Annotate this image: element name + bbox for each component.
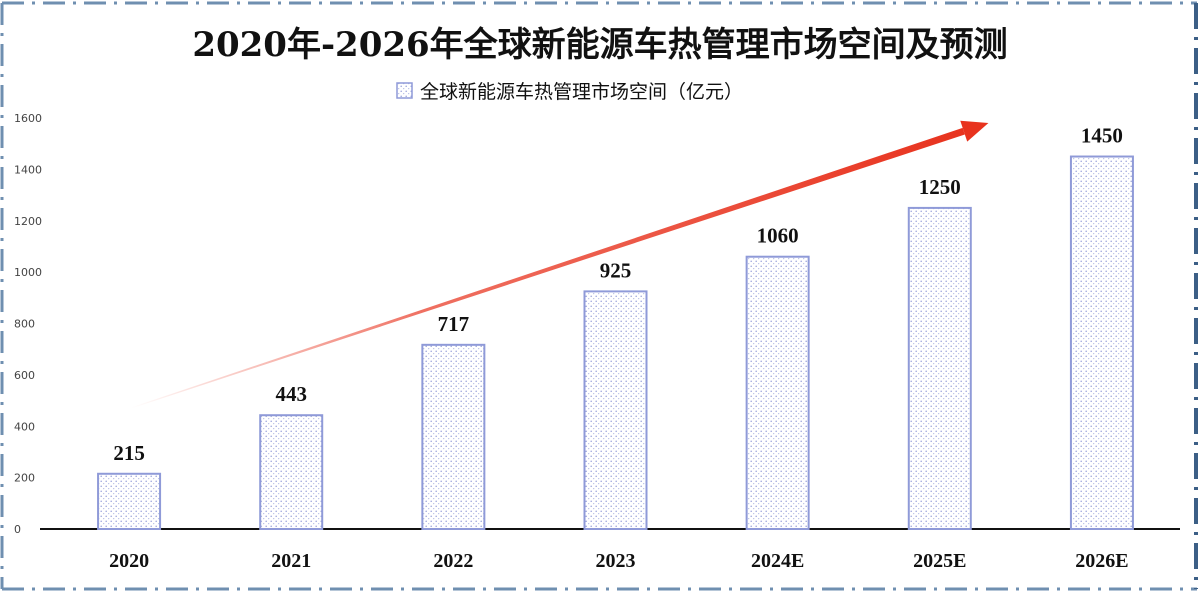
legend-swatch xyxy=(396,82,413,99)
x-tick-label: 2020 xyxy=(109,550,149,572)
bar-value-label: 443 xyxy=(275,382,307,406)
y-tick-label: 1600 xyxy=(14,112,42,125)
x-axis: 2020 2021 2022 2023 2024E 2025E 2026E xyxy=(109,550,1129,572)
y-tick-label: 200 xyxy=(14,472,35,485)
bar xyxy=(259,414,324,530)
y-tick-label: 400 xyxy=(14,420,35,433)
bar xyxy=(745,255,810,530)
bar-value-label: 925 xyxy=(600,258,632,282)
trend-arrow xyxy=(130,120,989,409)
y-axis: 0 200 400 600 800 1000 1200 1400 1600 xyxy=(14,112,42,536)
trend-arrow-head xyxy=(960,120,989,142)
bar-value-label: 717 xyxy=(438,312,470,336)
y-tick-label: 1200 xyxy=(14,215,42,228)
bar xyxy=(97,472,162,531)
bar xyxy=(421,343,486,530)
legend-label: 全球新能源车热管理市场空间（亿元） xyxy=(420,81,743,103)
value-labels-group: 215 443 717 925 1060 1250 1450 xyxy=(113,124,1123,465)
bars-group xyxy=(97,155,1134,531)
trend-arrow-shaft xyxy=(130,127,965,409)
bar-value-label: 1450 xyxy=(1081,124,1123,148)
x-tick-label: 2025E xyxy=(913,550,966,572)
x-tick-label: 2026E xyxy=(1075,550,1128,572)
y-tick-label: 1400 xyxy=(14,163,42,176)
y-tick-label: 800 xyxy=(14,318,35,331)
x-tick-label: 2023 xyxy=(596,550,636,572)
bar xyxy=(907,206,972,530)
y-tick-label: 600 xyxy=(14,369,35,382)
bar xyxy=(583,290,648,530)
y-tick-label: 1000 xyxy=(14,266,42,279)
legend: 全球新能源车热管理市场空间（亿元） xyxy=(396,81,743,103)
x-tick-label: 2024E xyxy=(751,550,804,572)
y-tick-label: 0 xyxy=(14,523,21,536)
bar xyxy=(1069,155,1134,530)
x-tick-label: 2021 xyxy=(271,550,311,572)
bar-value-label: 215 xyxy=(113,441,145,465)
x-tick-label: 2022 xyxy=(433,550,473,572)
bar-value-label: 1060 xyxy=(757,224,799,248)
chart-title: 2020年-2026年全球新能源车热管理市场空间及预测 xyxy=(192,25,1007,65)
bar-value-label: 1250 xyxy=(919,175,961,199)
